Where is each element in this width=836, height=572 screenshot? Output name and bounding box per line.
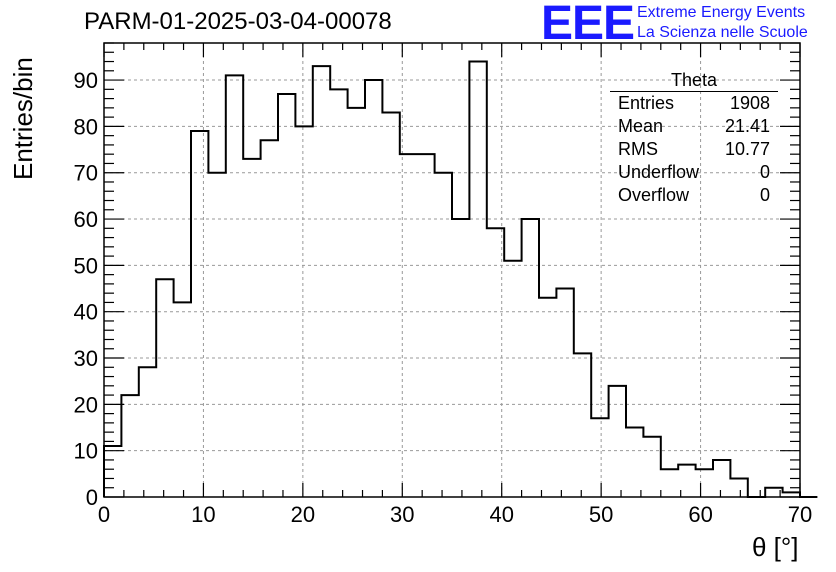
stats-row-overflow: Overflow 0 (610, 184, 778, 207)
y-axis-label: Entries/bin (8, 57, 38, 180)
y-tick-label: 80 (74, 114, 98, 139)
y-tick-label: 50 (74, 253, 98, 278)
x-tick-label: 30 (390, 502, 414, 527)
stats-value: 10.77 (724, 139, 770, 159)
stats-value: 1908 (729, 93, 770, 113)
y-tick-label: 70 (74, 161, 98, 186)
stats-row-entries: Entries 1908 (610, 92, 778, 115)
stats-row-underflow: Underflow 0 (610, 161, 778, 184)
stats-value: 21.41 (724, 116, 770, 136)
stats-value: 0 (759, 185, 770, 205)
stats-label: Overflow (618, 185, 690, 205)
stats-label: Underflow (618, 162, 700, 182)
y-tick-label: 10 (74, 439, 98, 464)
x-tick-label: 60 (688, 502, 712, 527)
x-tick-label: 0 (98, 502, 110, 527)
y-tick-label: 20 (74, 392, 98, 417)
y-tick-label: 60 (74, 207, 98, 232)
chart-title: PARM-01-2025-03-04-00078 (84, 8, 392, 35)
stats-box: Theta Entries 1908 Mean 21.41 RMS 10.77 … (610, 70, 778, 207)
y-tick-label: 0 (86, 485, 98, 510)
stats-label: Mean (618, 116, 664, 136)
x-tick-label: 50 (589, 502, 613, 527)
stats-value: 0 (759, 162, 770, 182)
stats-label: RMS (618, 139, 658, 159)
x-tick-label: 10 (191, 502, 215, 527)
x-axis-label: θ [°] (752, 532, 799, 562)
x-tick-label: 70 (788, 502, 812, 527)
histogram-outline (103, 60, 818, 498)
logo-line-2: La Scienza nelle Scuole (637, 24, 808, 41)
logo-line-1: Extreme Energy Events (637, 4, 806, 21)
stats-title: Theta (610, 70, 778, 92)
stats-row-mean: Mean 21.41 (610, 115, 778, 138)
plot-frame (103, 42, 801, 498)
eee-logo: EEE (541, 0, 635, 50)
stats-row-rms: RMS 10.77 (610, 138, 778, 161)
x-tick-label: 20 (291, 502, 315, 527)
axis-ticks (103, 42, 801, 498)
y-tick-label: 90 (74, 68, 98, 93)
y-tick-label: 30 (74, 346, 98, 371)
y-tick-labels: 0 10 20 30 40 50 60 70 80 90 (74, 68, 98, 510)
x-tick-label: 40 (489, 502, 513, 527)
logo-caption: Extreme Energy Events La Scienza nelle S… (637, 3, 808, 43)
stats-label: Entries (618, 93, 675, 113)
x-tick-labels: 0 10 20 30 40 50 60 70 (98, 502, 812, 527)
y-tick-label: 40 (74, 300, 98, 325)
